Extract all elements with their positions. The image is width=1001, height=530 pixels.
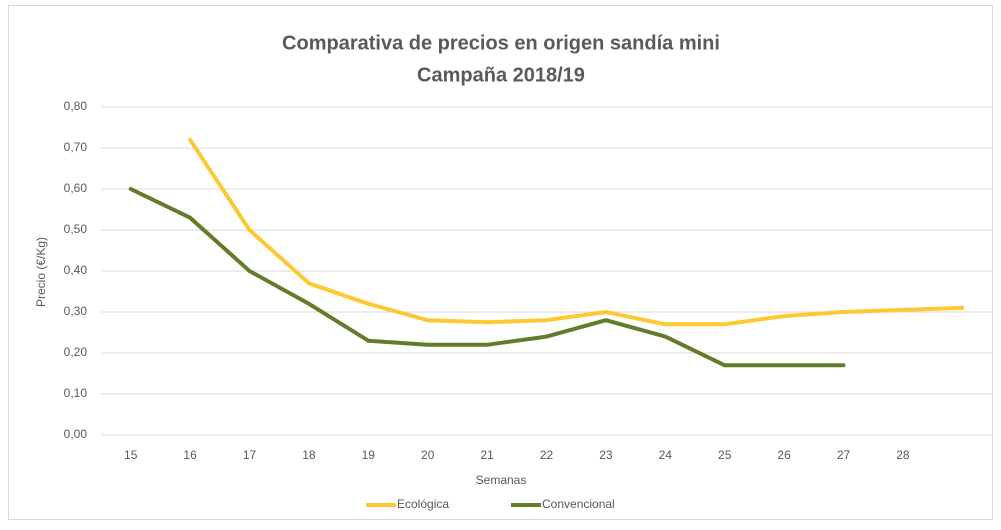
x-tick-label: 24: [659, 448, 673, 462]
legend-label: Convencional: [542, 497, 615, 511]
y-tick-label: 0,80: [64, 99, 88, 113]
series-line: [188, 137, 965, 327]
chart-title: Comparativa de precios en origen sandía …: [282, 32, 720, 54]
chart-border: [8, 5, 993, 520]
x-tick-label: 21: [480, 448, 494, 462]
y-tick-label: 0,60: [64, 181, 88, 195]
x-tick-label: 15: [124, 448, 138, 462]
legend-label: Ecológica: [397, 497, 449, 511]
x-tick-label: 28: [896, 448, 910, 462]
y-tick-label: 0,40: [64, 263, 88, 277]
y-tick-label: 0,70: [64, 140, 88, 154]
x-tick-label: 26: [777, 448, 791, 462]
x-tick-label: 25: [718, 448, 732, 462]
x-tick-label: 22: [540, 448, 554, 462]
x-axis-label: Semanas: [476, 473, 527, 487]
x-tick-label: 27: [837, 448, 851, 462]
series-line: [128, 187, 846, 368]
x-tick-label: 16: [183, 448, 197, 462]
y-tick-label: 0,20: [64, 345, 88, 359]
y-tick-label: 0,50: [64, 222, 88, 236]
x-tick-label: 18: [302, 448, 316, 462]
x-tick-label: 17: [243, 448, 257, 462]
x-tick-label: 19: [362, 448, 376, 462]
y-tick-label: 0,10: [64, 386, 88, 400]
x-tick-label: 20: [421, 448, 435, 462]
chart-subtitle: Campaña 2018/19: [417, 64, 585, 86]
y-axis-label: Precio (€/Kg): [34, 237, 48, 307]
y-tick-label: 0,00: [64, 427, 88, 441]
y-tick-label: 0,30: [64, 304, 88, 318]
x-tick-label: 23: [599, 448, 613, 462]
